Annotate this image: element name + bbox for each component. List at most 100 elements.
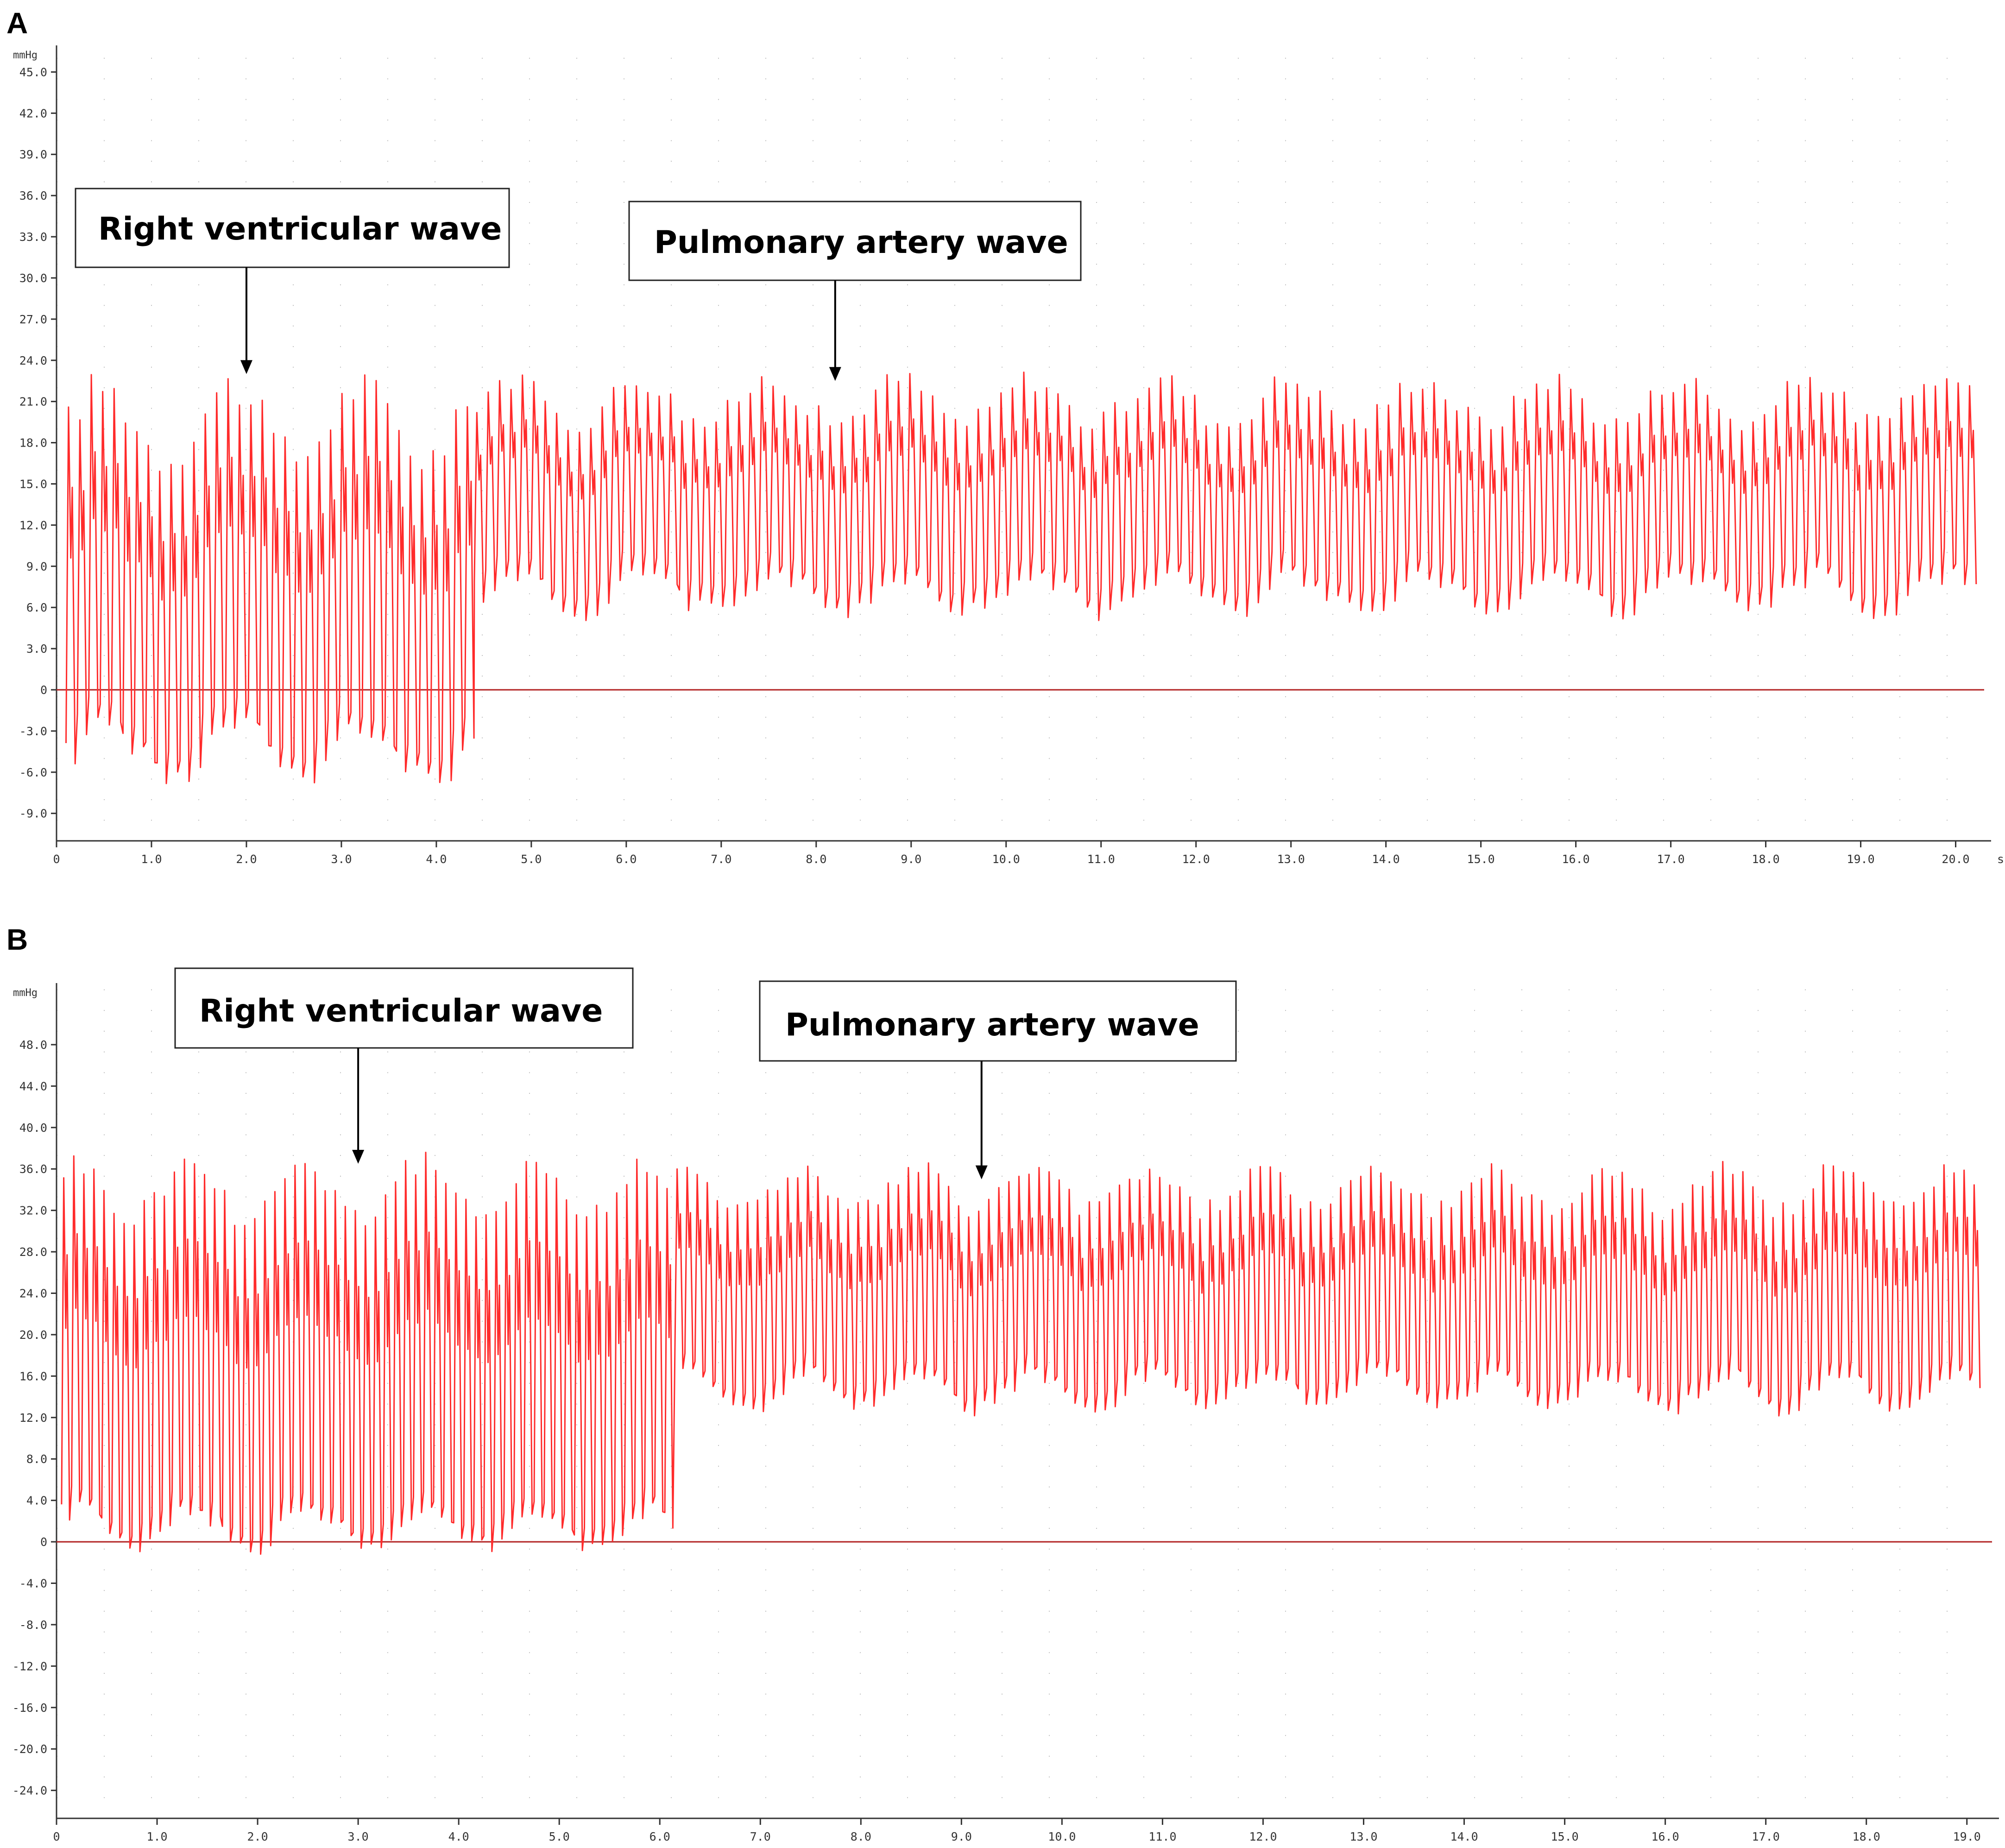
x-tick-label: 14.0 [1450, 1830, 1478, 1843]
y-tick-label: 4.0 [26, 1494, 47, 1507]
x-tick-label: 14.0 [1372, 852, 1400, 866]
y-tick-label: -24.0 [13, 1784, 47, 1798]
y-tick-label: 3.0 [26, 642, 47, 656]
annotation-label: Right ventricular wave [199, 993, 603, 1029]
x-tick-label: 2.0 [236, 852, 257, 866]
grid [57, 989, 1992, 1819]
x-tick-label: 15.0 [1467, 852, 1495, 866]
x-tick-label: 17.0 [1657, 852, 1684, 866]
x-tick-label: 18.0 [1752, 852, 1779, 866]
annotation-box [759, 980, 1237, 1062]
y-tick-label: 36.0 [19, 189, 47, 202]
y-tick-label: 16.0 [19, 1369, 47, 1383]
x-axis-unit: s [1997, 852, 2004, 866]
x-tick-label: 1.0 [146, 1830, 167, 1843]
x-tick-label: 15.0 [1551, 1830, 1578, 1843]
annotation-callout: Right ventricular wave [75, 188, 510, 374]
x-tick-label: 20.0 [1942, 852, 1969, 866]
y-tick-label: 39.0 [19, 148, 47, 161]
x-tick-label: 9.0 [901, 852, 921, 866]
x-tick-label: 6.0 [616, 852, 637, 866]
annotation-box [174, 967, 634, 1049]
y-tick-label: -4.0 [19, 1577, 47, 1590]
x-tick-label: 9.0 [951, 1830, 972, 1843]
x-tick-label: 0 [53, 1830, 60, 1843]
x-tick-label: 16.0 [1562, 852, 1589, 866]
x-tick-label: 13.0 [1349, 1830, 1377, 1843]
y-tick-label: -20.0 [13, 1742, 47, 1756]
y-tick-label: -3.0 [19, 725, 47, 738]
y-tick-label: -8.0 [19, 1618, 47, 1632]
y-tick-label: 0 [40, 1535, 47, 1549]
panel-a: A mmHg 45.0 42.0 39.0 36.0 33.0 30.0 27.0 24.0 21… [6, 6, 2004, 866]
x-tick-label: 2.0 [247, 1830, 268, 1843]
arrow-head-icon [829, 367, 841, 381]
y-tick-label: 28.0 [19, 1245, 47, 1259]
y-tick-label: 24.0 [19, 354, 47, 367]
y-tick-label: 45.0 [19, 65, 47, 79]
y-tick-label: 44.0 [19, 1079, 47, 1093]
panel-b-label: B [6, 923, 28, 956]
y-tick-label: -12.0 [13, 1659, 47, 1673]
y-tick-label: 0 [40, 683, 47, 697]
y-axis-unit: mmHg [13, 987, 38, 999]
x-tick-label: 13.0 [1277, 852, 1305, 866]
arrow-head-icon [975, 1165, 988, 1179]
y-tick-label: 27.0 [19, 313, 47, 326]
y-tick-label: 42.0 [19, 107, 47, 120]
x-tick-label: 19.0 [1953, 1830, 1981, 1843]
x-tick-label: 4.0 [448, 1830, 469, 1843]
y-tick-label: 8.0 [26, 1452, 47, 1466]
y-tick-label: 9.0 [26, 560, 47, 573]
x-tick-label: 4.0 [426, 852, 447, 866]
y-tick-label: 21.0 [19, 395, 47, 409]
x-tick-label: 11.0 [1148, 1830, 1176, 1843]
panel-a-label: A [6, 6, 28, 40]
x-tick-label: 10.0 [1048, 1830, 1076, 1843]
annotation-callout: Pulmonary artery wave [759, 980, 1237, 1179]
x-tick-label: 11.0 [1087, 852, 1115, 866]
x-tick-label: 8.0 [851, 1830, 871, 1843]
y-tick-label: 6.0 [26, 601, 47, 614]
arrow-head-icon [352, 1150, 365, 1164]
y-tick-label: -9.0 [19, 807, 47, 820]
annotation-box [75, 188, 510, 268]
x-tick-label: 17.0 [1752, 1830, 1780, 1843]
annotation-box [628, 201, 1082, 281]
y-tick-label: 48.0 [19, 1038, 47, 1052]
x-tick-label: 19.0 [1847, 852, 1874, 866]
x-tick-label: 18.0 [1853, 1830, 1880, 1843]
x-tick-label: 12.0 [1249, 1830, 1277, 1843]
x-tick-label: 5.0 [549, 1830, 570, 1843]
x-tick-label: 3.0 [331, 852, 352, 866]
x-tick-label: 6.0 [649, 1830, 670, 1843]
y-tick-label: 18.0 [19, 436, 47, 450]
arrow-head-icon [240, 360, 252, 374]
x-tick-label: 8.0 [806, 852, 826, 866]
y-tick-label: 32.0 [19, 1204, 47, 1217]
x-tick-label: 7.0 [750, 1830, 771, 1843]
x-tick-label: 12.0 [1182, 852, 1210, 866]
y-tick-label: 12.0 [19, 518, 47, 532]
y-tick-label: 40.0 [19, 1121, 47, 1135]
y-tick-label: 20.0 [19, 1328, 47, 1342]
annotation-callout: Pulmonary artery wave [628, 201, 1082, 381]
x-tick-label: 1.0 [141, 852, 162, 866]
panel-b: B mmHg 48.0 44.0 40.0 36.0 32.0 28.0 24.0 20.0 16… [6, 923, 1999, 1843]
x-tick-label: 16.0 [1652, 1830, 1679, 1843]
pressure-waveform [61, 1152, 1981, 1555]
y-tick-label: -6.0 [19, 766, 47, 779]
annotation-label: Pulmonary artery wave [654, 224, 1068, 261]
x-tick-label: 3.0 [348, 1830, 369, 1843]
x-tick-label: 5.0 [521, 852, 542, 866]
pressure-waveform [65, 372, 1977, 784]
annotation-label: Pulmonary artery wave [785, 1007, 1199, 1043]
x-tick-label: 10.0 [992, 852, 1020, 866]
x-tick-label: 0 [53, 852, 60, 866]
y-tick-label: 33.0 [19, 230, 47, 244]
y-tick-label: 12.0 [19, 1411, 47, 1425]
y-axis-unit: mmHg [13, 50, 38, 61]
y-tick-label: -16.0 [13, 1701, 47, 1715]
y-tick-label: 30.0 [19, 271, 47, 285]
